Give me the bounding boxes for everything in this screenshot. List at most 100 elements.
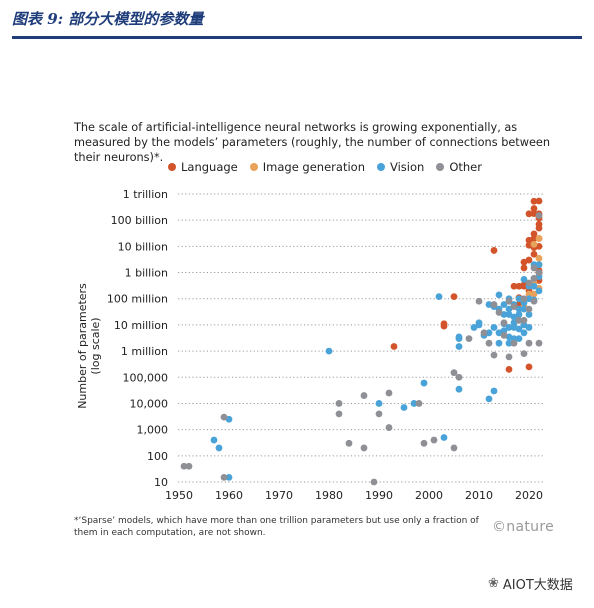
data-point-other [455,373,463,381]
data-point-other [415,400,423,407]
data-point-other [490,301,498,308]
data-point-vision [475,319,483,327]
data-point-other [185,462,193,470]
data-point-language [535,197,543,205]
chart-legend: Language Image generation Vision Other [168,160,494,174]
data-point-other [530,297,538,305]
data-point-language [520,264,528,272]
data-point-other [220,473,228,481]
data-point-other [490,351,498,359]
data-point-vision [490,387,498,395]
x-tick-label: 1950 [165,489,193,502]
data-point-language [530,230,538,238]
watermark-text: AIOT大数据 [502,578,573,593]
data-point-other [370,478,378,486]
data-point-other [465,335,473,342]
data-point-other [335,410,343,418]
data-point-other [535,339,543,347]
data-point-language [450,293,458,301]
data-point-other [505,353,513,361]
data-point-vision [490,324,498,331]
x-tick-label: 1970 [265,489,293,502]
data-point-image-generation [530,290,538,298]
legend-item-other: Other [436,160,482,174]
data-point-language [390,343,398,350]
data-point-other [525,339,533,347]
data-point-other [500,319,508,327]
y-tick-label: 1 million [121,345,168,358]
chart-gridlines [178,193,545,483]
data-point-vision [505,311,513,318]
data-point-vision [470,324,478,331]
data-point-other [495,309,503,316]
data-point-other [345,439,353,447]
data-point-vision [420,379,428,387]
legend-marker-language [168,163,176,171]
data-point-vision [510,313,518,321]
data-point-vision [495,339,503,347]
data-point-vision [495,291,503,299]
data-point-image-generation [535,254,543,262]
data-point-other [360,392,368,399]
data-point-vision [325,347,333,355]
data-point-other [505,297,513,305]
header-divider [12,36,582,39]
y-axis-ticks: 10 100 1,000 10,000 100,000 1 million 10 milli… [107,188,168,489]
data-point-other [450,369,458,377]
data-point-language [505,365,513,373]
x-tick-label: 1960 [215,489,243,502]
data-point-vision [485,329,493,337]
x-tick-label: 2000 [415,489,443,502]
y-tick-label: 100 [147,450,168,463]
data-point-language [535,224,543,232]
y-tick-label: 100,000 [123,371,169,384]
data-point-other [515,316,523,324]
data-point-other [220,413,228,421]
data-point-vision [455,335,463,342]
data-point-vision [535,261,543,269]
data-point-other [530,264,538,272]
wechat-icon: ❀ [488,576,499,591]
data-point-vision [515,335,523,342]
data-point-other [525,305,533,313]
data-point-other [180,462,188,470]
data-point-image-generation [530,240,538,248]
data-point-language [440,322,448,330]
data-point-other [385,424,393,431]
data-point-vision [500,301,508,308]
x-axis-ticks: 1950 1960 1970 1980 1990 2000 2010 2020 [165,489,543,502]
data-point-language [520,282,528,290]
legend-item-language: Language [168,160,238,174]
legend-label-language: Language [181,160,238,174]
data-point-other [475,297,483,305]
y-tick-label: 10 billion [118,240,168,253]
legend-item-image-generation: Image generation [249,160,365,174]
data-point-vision [400,404,408,411]
data-point-vision [225,473,233,481]
data-point-vision [520,275,528,283]
legend-marker-vision [376,163,385,171]
data-point-vision [515,311,523,318]
page-header-title: 图表 9: 部分大模型的参数量 [12,10,204,28]
y-tick-label: 100 million [107,293,168,306]
data-point-image-generation [535,235,543,242]
y-tick-label: 100 billion [111,214,168,227]
data-point-vision [530,282,538,290]
data-point-language [530,197,538,205]
y-tick-label: 1 trillion [123,188,168,201]
chart-points [180,197,543,486]
chart-footnote: *‘Sparse’ models, which have more than o… [74,516,479,538]
data-point-other [520,295,528,303]
legend-label-vision: Vision [389,160,425,174]
legend-label-image-generation: Image generation [262,160,365,174]
data-point-other [385,389,393,397]
data-point-vision [375,400,383,407]
data-point-language [490,247,498,254]
data-point-other [535,212,543,219]
data-point-other [430,436,438,444]
data-point-vision [515,325,523,333]
y-tick-label: 10 million [114,319,168,332]
data-point-other [525,279,533,287]
data-point-vision [455,343,463,350]
